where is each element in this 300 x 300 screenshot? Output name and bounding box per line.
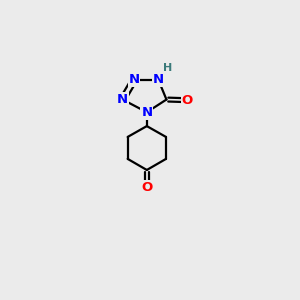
Text: N: N: [117, 93, 128, 106]
Text: O: O: [141, 181, 152, 194]
Text: N: N: [129, 74, 140, 86]
Text: N: N: [141, 106, 152, 119]
Text: H: H: [163, 63, 172, 73]
Text: N: N: [153, 74, 164, 86]
Text: O: O: [182, 94, 193, 107]
